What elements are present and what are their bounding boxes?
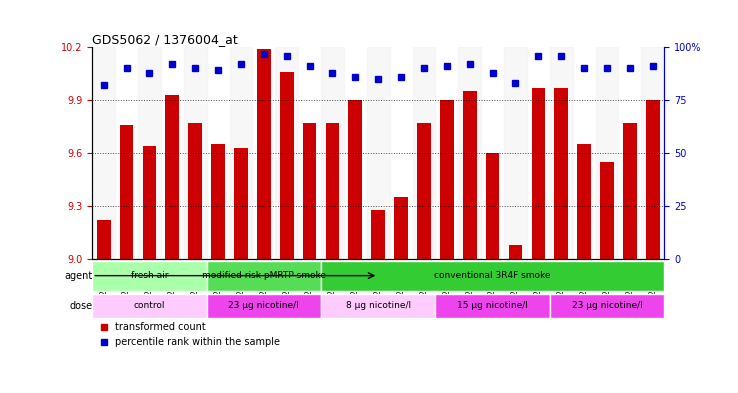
Bar [486, 153, 500, 259]
Bar [303, 123, 317, 259]
Bar [371, 209, 385, 259]
Bar [623, 123, 637, 259]
Text: 15 μg nicotine/l: 15 μg nicotine/l [457, 301, 528, 310]
Bar [275, 47, 298, 259]
FancyBboxPatch shape [207, 261, 321, 290]
Bar [138, 47, 161, 259]
Bar [234, 148, 248, 259]
Bar [596, 47, 618, 259]
Bar [504, 47, 527, 259]
FancyBboxPatch shape [550, 294, 664, 318]
Bar [508, 245, 523, 259]
Bar [325, 123, 339, 259]
Bar [184, 47, 207, 259]
FancyBboxPatch shape [321, 294, 435, 318]
Bar [550, 47, 573, 259]
Bar [577, 144, 591, 259]
Text: 8 μg nicotine/l: 8 μg nicotine/l [345, 301, 411, 310]
Text: percentile rank within the sample: percentile rank within the sample [115, 337, 280, 347]
Text: control: control [134, 301, 165, 310]
Bar [463, 91, 477, 259]
Bar [531, 88, 545, 259]
FancyBboxPatch shape [207, 294, 321, 318]
Text: modified risk pMRTP smoke: modified risk pMRTP smoke [201, 271, 326, 280]
Bar [440, 100, 454, 259]
Text: agent: agent [64, 271, 92, 281]
Bar [188, 123, 202, 259]
Bar [321, 47, 344, 259]
Text: transformed count: transformed count [115, 322, 206, 332]
FancyBboxPatch shape [321, 261, 664, 290]
Bar [641, 47, 664, 259]
FancyBboxPatch shape [92, 294, 207, 318]
Text: dose: dose [69, 301, 92, 311]
Bar [458, 47, 481, 259]
Bar [120, 125, 134, 259]
Text: 23 μg nicotine/l: 23 μg nicotine/l [572, 301, 642, 310]
Bar [230, 47, 252, 259]
Text: conventional 3R4F smoke: conventional 3R4F smoke [435, 271, 551, 280]
Bar [367, 47, 390, 259]
Bar [413, 47, 435, 259]
Bar [257, 49, 271, 259]
Bar [97, 220, 111, 259]
Bar [417, 123, 431, 259]
Bar [600, 162, 614, 259]
Bar [394, 197, 408, 259]
Text: GDS5062 / 1376004_at: GDS5062 / 1376004_at [92, 33, 238, 46]
Bar [280, 72, 294, 259]
Bar [646, 100, 660, 259]
FancyBboxPatch shape [92, 261, 207, 290]
Bar [554, 88, 568, 259]
Bar [348, 100, 362, 259]
Bar [165, 95, 179, 259]
Text: 23 μg nicotine/l: 23 μg nicotine/l [229, 301, 299, 310]
FancyBboxPatch shape [435, 294, 550, 318]
Bar [211, 144, 225, 259]
Bar [142, 146, 156, 259]
Bar [92, 47, 115, 259]
Text: fresh air: fresh air [131, 271, 168, 280]
